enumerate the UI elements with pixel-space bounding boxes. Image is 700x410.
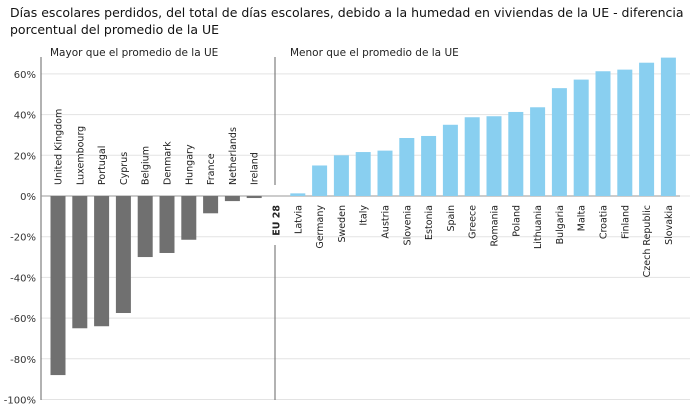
- category-label: Germany: [315, 205, 326, 249]
- y-tick-label: -80%: [10, 355, 36, 366]
- bar: [72, 196, 88, 329]
- y-tick-label: -60%: [10, 314, 36, 325]
- bar: [660, 57, 676, 197]
- category-label: Cyprus: [119, 152, 130, 185]
- bar: [115, 196, 131, 314]
- y-tick-label: 0%: [20, 192, 36, 203]
- category-label: Ireland: [250, 152, 261, 185]
- bar: [203, 196, 219, 214]
- y-tick-label: 20%: [14, 151, 36, 162]
- y-tick-label: -20%: [10, 233, 36, 244]
- bar: [137, 196, 153, 258]
- category-label: Finland: [620, 205, 631, 239]
- bar: [530, 107, 546, 196]
- category-label: Malta: [577, 205, 588, 231]
- bar: [595, 71, 611, 196]
- category-label: Sweden: [337, 205, 348, 243]
- bar: [159, 196, 175, 253]
- y-tick-label: 40%: [14, 111, 36, 122]
- category-label: Spain: [446, 205, 457, 232]
- bar: [573, 79, 589, 196]
- category-label: Greece: [468, 205, 479, 239]
- bar: [333, 155, 349, 196]
- y-tick-label: -100%: [4, 396, 36, 407]
- section-label-below: Menor que el promedio de la UE: [290, 47, 459, 59]
- category-label: Bulgaria: [555, 205, 566, 244]
- bar: [617, 69, 633, 196]
- category-label: Italy: [359, 205, 370, 226]
- bar: [290, 193, 306, 196]
- bar: [224, 196, 240, 202]
- section-label-above: Mayor que el promedio de la UE: [50, 47, 218, 59]
- category-label: Croatia: [599, 205, 610, 239]
- category-label: Lithuania: [533, 205, 544, 249]
- category-label: Latvia: [293, 205, 304, 234]
- category-label: Estonia: [424, 205, 435, 240]
- category-label: Slovakia: [664, 205, 675, 245]
- bar: [246, 196, 262, 199]
- category-label: France: [206, 153, 217, 185]
- category-label: United Kingdom: [54, 109, 65, 185]
- bar: [399, 138, 415, 196]
- category-label: Poland: [511, 205, 522, 237]
- bar: [421, 135, 437, 196]
- category-label: Portugal: [97, 146, 108, 185]
- category-label: Luxembourg: [75, 126, 86, 185]
- category-label: Czech Republic: [642, 205, 653, 277]
- category-label: Hungary: [184, 144, 195, 185]
- category-label: EU 28: [272, 205, 283, 236]
- bar: [442, 124, 458, 196]
- chart-title: Días escolares perdidos, del total de dí…: [10, 5, 684, 37]
- y-tick-label: -40%: [10, 273, 36, 284]
- bar: [464, 117, 480, 196]
- category-label: Austria: [381, 205, 392, 239]
- bar: [312, 165, 328, 196]
- bar: [50, 196, 66, 376]
- bar: [508, 111, 524, 196]
- category-label: Denmark: [163, 141, 174, 185]
- category-label: Netherlands: [228, 127, 239, 185]
- bar: [355, 152, 371, 196]
- bar: [551, 88, 567, 196]
- category-label: Belgium: [141, 146, 152, 185]
- category-label: Slovenia: [402, 205, 413, 245]
- category-label: Romania: [490, 205, 501, 247]
- y-tick-label: 60%: [14, 70, 36, 81]
- bar: [94, 196, 110, 327]
- bar: [639, 62, 655, 196]
- bar: [486, 116, 502, 196]
- bar: [377, 150, 393, 196]
- bar: [181, 196, 197, 240]
